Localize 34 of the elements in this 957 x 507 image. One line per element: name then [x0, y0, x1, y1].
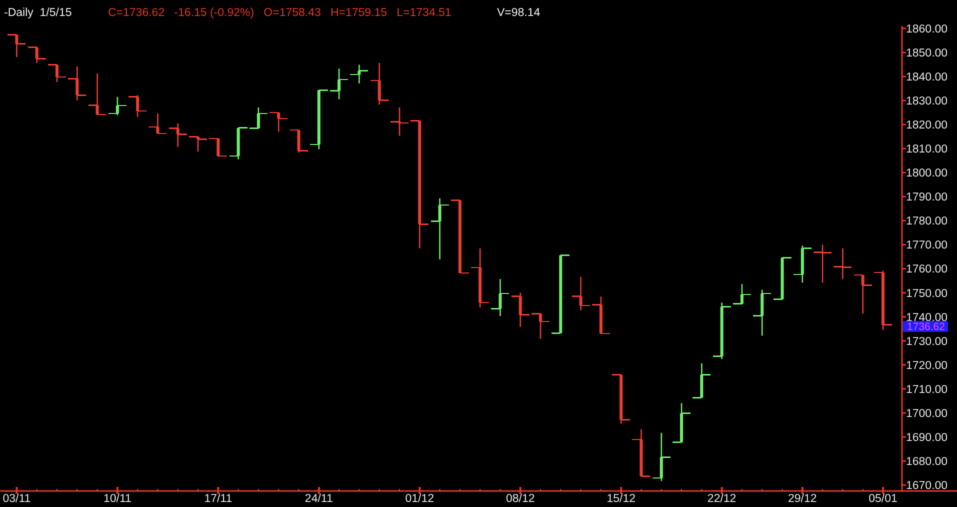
x-tick-label: 05/01 [868, 493, 898, 505]
x-tick-label: 22/12 [707, 493, 736, 505]
chart-subtitle: C=1736.62 -16.15 (-0.92%) O=1758.43 H=1759.15 L=1734.51 [108, 7, 452, 19]
y-tick-label: 1810.00 [906, 144, 948, 156]
y-tick-label: 1820.00 [906, 120, 948, 132]
y-tick-label: 1770.00 [906, 240, 948, 252]
y-tick-label: 1790.00 [906, 192, 948, 204]
text: V=98.14 [497, 7, 541, 19]
y-tick-label: 1710.00 [906, 384, 948, 396]
y-tick-label: 1760.00 [906, 264, 948, 276]
y-tick-label: 1860.00 [906, 23, 948, 36]
y-tick-label: 1700.00 [906, 408, 948, 420]
y-tick-label: 1830.00 [906, 96, 948, 108]
y-tick-label: 1720.00 [906, 360, 948, 372]
y-tick-label: 1800.00 [906, 168, 948, 180]
y-tick-label: 1850.00 [906, 47, 948, 60]
x-tick-label: 29/12 [788, 493, 817, 505]
x-tick-label: 15/12 [606, 493, 636, 505]
y-tick-label: 1690.00 [906, 432, 948, 444]
x-tick-label: 08/12 [506, 493, 535, 505]
x-tick-label: 03/11 [2, 493, 31, 505]
y-tick-label: 1780.00 [906, 216, 948, 228]
y-tick-label: 1840.00 [906, 71, 948, 84]
y-tick-label: 1680.00 [906, 456, 948, 468]
chart-title: -Daily 1/5/15 [4, 7, 72, 19]
x-tick-label: 10/11 [103, 493, 132, 505]
y-tick-label: 1750.00 [906, 288, 948, 300]
y-tick-label: 1670.00 [906, 480, 948, 492]
text: 1736.62 [907, 321, 946, 334]
x-tick-label: 17/11 [204, 493, 232, 505]
y-tick-label: 1740.00 [906, 312, 948, 324]
y-tick-label: 1730.00 [906, 336, 948, 348]
x-tick-label: 24/11 [304, 493, 333, 505]
x-tick-label: 01/12 [405, 493, 434, 505]
